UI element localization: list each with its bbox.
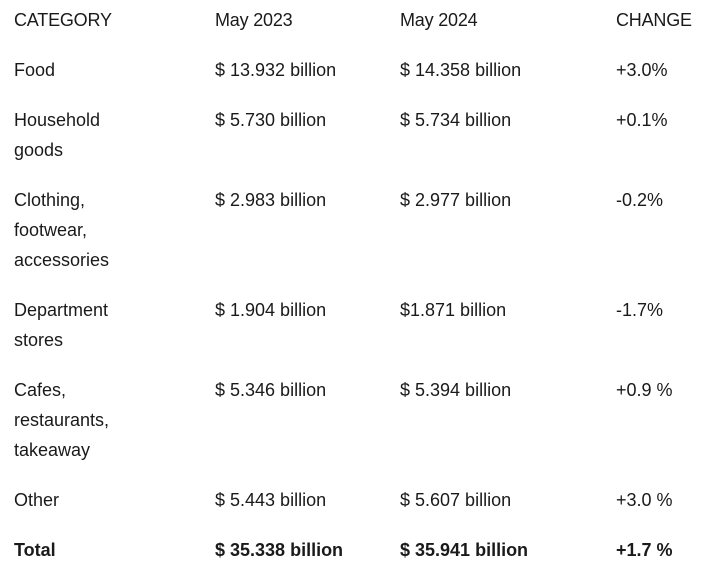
total-may-2024: $ 35.941 billion	[400, 540, 529, 560]
category-line: Food	[14, 60, 56, 80]
category-line: accessories	[14, 250, 110, 270]
change-cell: -0.2%	[616, 190, 664, 210]
category-cell: Other	[14, 485, 194, 515]
may-2024-cell: $ 5.734 billion	[400, 110, 512, 130]
category-line: Clothing,	[14, 190, 86, 210]
category-line: restaurants,	[14, 410, 110, 430]
category-cell: Food	[14, 55, 194, 85]
may-2024-cell: $ 5.394 billion	[400, 380, 512, 400]
change-cell: +3.0%	[616, 60, 668, 80]
may-2023-cell: $ 2.983 billion	[215, 190, 327, 210]
may-2023-cell: $ 13.932 billion	[215, 60, 337, 80]
total-change: +1.7 %	[616, 540, 673, 560]
category-line: Department	[14, 300, 109, 320]
category-line: takeaway	[14, 440, 91, 460]
may-2023-cell: $ 1.904 billion	[215, 300, 327, 320]
header-category: CATEGORY	[14, 10, 112, 30]
may-2024-cell: $ 2.977 billion	[400, 190, 512, 210]
category-cell: Department stores	[14, 295, 194, 355]
category-line: Cafes,	[14, 380, 67, 400]
header-change: CHANGE	[616, 10, 692, 30]
category-line: Other	[14, 490, 60, 510]
may-2023-cell: $ 5.730 billion	[215, 110, 327, 130]
total-label: Total	[14, 540, 56, 560]
may-2023-cell: $ 5.346 billion	[215, 380, 327, 400]
may-2023-cell: $ 5.443 billion	[215, 490, 327, 510]
category-cell: Cafes, restaurants, takeaway	[14, 375, 194, 465]
category-line: Household	[14, 110, 101, 130]
header-may-2024: May 2024	[400, 10, 478, 30]
may-2024-cell: $1.871 billion	[400, 300, 507, 320]
category-line: footwear,	[14, 220, 88, 240]
may-2024-cell: $ 14.358 billion	[400, 60, 522, 80]
change-cell: +0.9 %	[616, 380, 673, 400]
category-cell: Clothing, footwear, accessories	[14, 185, 194, 275]
category-cell: Household goods	[14, 105, 194, 165]
total-may-2023: $ 35.338 billion	[215, 540, 344, 560]
change-cell: +3.0 %	[616, 490, 673, 510]
change-cell: +0.1%	[616, 110, 668, 130]
category-line: goods	[14, 140, 64, 160]
may-2024-cell: $ 5.607 billion	[400, 490, 512, 510]
category-line: stores	[14, 330, 64, 350]
change-cell: -1.7%	[616, 300, 664, 320]
header-may-2023: May 2023	[215, 10, 293, 30]
